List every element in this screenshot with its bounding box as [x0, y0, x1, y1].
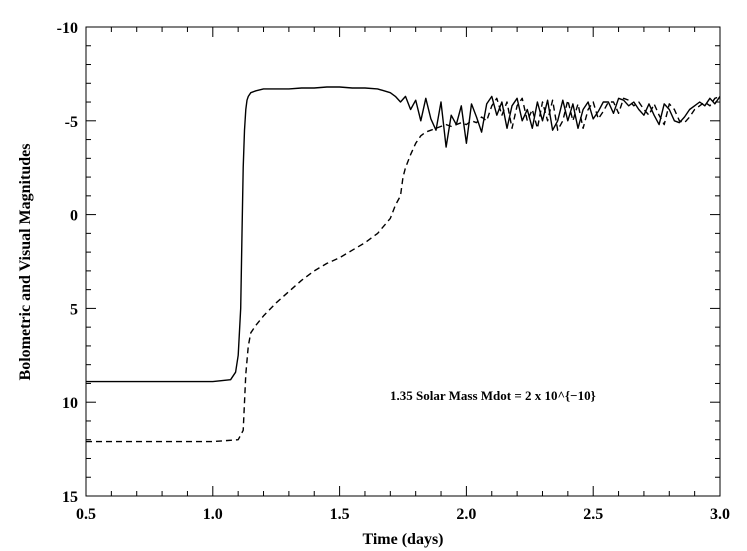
- series-line-solid: [86, 86, 721, 383]
- x-tick-label: 2.0: [456, 506, 476, 523]
- axis-ticks: [85, 26, 721, 497]
- x-axis-label: Time (days): [362, 531, 443, 548]
- x-tick-label: 2.5: [583, 506, 603, 523]
- y-tick-label: 10: [62, 395, 78, 412]
- x-tick-label: 3.0: [710, 506, 730, 523]
- y-tick-label: -10: [57, 20, 78, 37]
- plot-frame: [85, 26, 721, 497]
- series-group: [86, 86, 721, 443]
- annotation-text: 1.35 Solar Mass Mdot = 2 x 10^{−10}: [390, 388, 596, 403]
- y-axis-label: Bolometric and Visual Magnitudes: [17, 144, 34, 381]
- y-tick-label: 0: [70, 208, 78, 225]
- axis-tick-labels: 0.5 1.0 1.5 2.0 2.5 3.0 -10 -5 0 5 10 15: [57, 20, 730, 523]
- x-tick-label: 0.5: [76, 506, 96, 523]
- series-line-dashed: [86, 95, 721, 443]
- y-tick-label: 5: [70, 301, 78, 318]
- x-tick-label: 1.0: [203, 506, 223, 523]
- y-tick-label: -5: [65, 114, 78, 131]
- y-tick-label: 15: [62, 489, 78, 506]
- x-tick-label: 1.5: [330, 506, 350, 523]
